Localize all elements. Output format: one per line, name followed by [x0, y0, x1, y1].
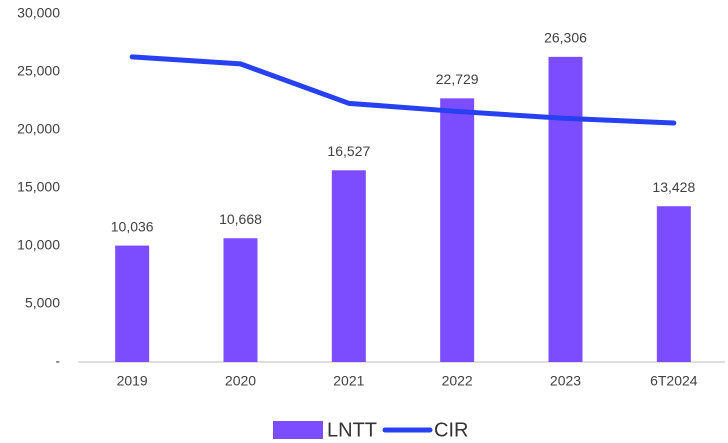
- y-tick-label: -: [55, 353, 60, 369]
- x-tick-label: 2021: [333, 373, 364, 389]
- data-label: 10,668: [219, 211, 262, 227]
- bar: [115, 245, 150, 362]
- bar: [548, 56, 583, 362]
- y-tick-label: 5,000: [25, 295, 60, 311]
- data-label: 13,428: [652, 179, 695, 195]
- data-label: 10,036: [111, 218, 154, 234]
- x-tick-label: 6T2024: [650, 373, 698, 389]
- data-label: 26,306: [544, 30, 587, 46]
- legend-swatch: [273, 421, 323, 439]
- y-tick-label: 15,000: [17, 179, 60, 195]
- y-tick-label: 30,000: [17, 5, 60, 21]
- y-tick-label: 10,000: [17, 237, 60, 253]
- x-tick-label: 2023: [550, 373, 581, 389]
- bar: [331, 170, 366, 362]
- data-label: 16,527: [327, 143, 370, 159]
- y-tick-label: 20,000: [17, 121, 60, 137]
- x-tick-label: 2022: [442, 373, 473, 389]
- bar: [656, 206, 691, 362]
- bar: [223, 238, 258, 362]
- legend-label: LNTT: [327, 419, 377, 441]
- x-tick-label: 2019: [117, 373, 148, 389]
- legend-label: CIR: [434, 419, 468, 441]
- data-label: 22,729: [436, 71, 479, 87]
- y-tick-label: 25,000: [17, 63, 60, 79]
- line: [129, 54, 677, 126]
- x-tick-label: 2020: [225, 373, 256, 389]
- bar: [440, 98, 475, 362]
